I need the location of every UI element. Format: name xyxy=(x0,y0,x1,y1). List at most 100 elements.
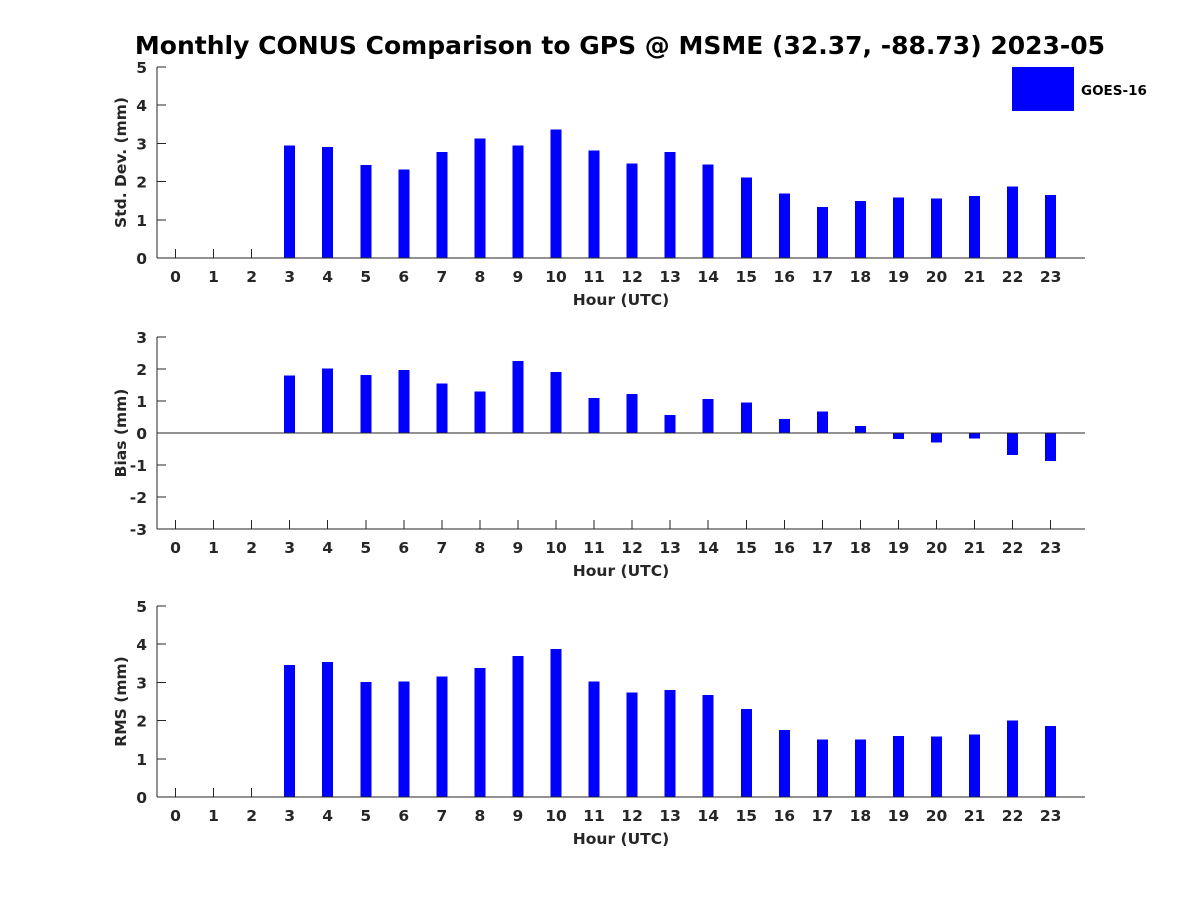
x-axis-label: Hour (UTC) xyxy=(573,830,669,848)
bar xyxy=(892,433,904,439)
legend-swatch xyxy=(1012,67,1074,111)
chart-panels: 0 1 2 3 4 5 6 7 8 9 10 11 12 13 14 15 16 17 18 19 20 21 22 2301… xyxy=(112,59,1085,848)
y-axis-label: Std. Dev. (mm) xyxy=(112,97,130,228)
bar xyxy=(398,369,410,433)
bar xyxy=(588,150,600,258)
x-tick-label: 16 xyxy=(774,268,796,286)
bar xyxy=(816,739,828,797)
bar xyxy=(969,196,981,258)
x-tick-label: 15 xyxy=(735,539,757,557)
chart-title: Monthly CONUS Comparison to GPS @ MSME (… xyxy=(135,31,1105,60)
x-tick-label: 8 xyxy=(475,807,486,825)
y-tick-label: 5 xyxy=(136,598,147,616)
bar xyxy=(892,735,904,797)
x-tick-label: 8 xyxy=(475,539,486,557)
x-tick-label: 2 xyxy=(246,539,257,557)
chart-panel-std-dev: 0 1 2 3 4 5 6 7 8 9 10 11 12 13 14 15 16 17 18 19 20 21 22 2301… xyxy=(112,59,1085,309)
x-tick-label: 21 xyxy=(964,268,986,286)
bar xyxy=(740,709,752,797)
bar xyxy=(284,375,296,433)
y-tick-label: 0 xyxy=(136,425,147,443)
x-tick-label: 12 xyxy=(621,807,643,825)
x-tick-label: 23 xyxy=(1040,807,1062,825)
x-tick-label: 10 xyxy=(545,807,567,825)
x-tick-label: 11 xyxy=(583,268,605,286)
y-tick-label: 1 xyxy=(136,751,147,769)
legend-label: GOES-16 xyxy=(1081,83,1147,99)
y-tick-label: 4 xyxy=(136,97,147,115)
legend: GOES-16 xyxy=(1012,67,1147,111)
y-tick-label: 3 xyxy=(136,329,147,347)
x-tick-label: 19 xyxy=(888,807,910,825)
bar xyxy=(702,398,714,433)
bar xyxy=(284,145,296,258)
bar xyxy=(322,661,334,797)
bar xyxy=(474,667,486,797)
x-tick-label: 3 xyxy=(284,539,295,557)
x-tick-label: 14 xyxy=(697,807,719,825)
x-tick-label: 11 xyxy=(583,807,605,825)
bar xyxy=(1007,433,1019,455)
bar xyxy=(1045,194,1057,258)
chart-panel-rms: 0 1 2 3 4 5 6 7 8 9 10 11 12 13 14 15 16 17 18 19 20 21 22 2301… xyxy=(112,598,1085,848)
y-tick-label: -1 xyxy=(130,457,147,475)
x-tick-label: 4 xyxy=(322,807,333,825)
x-tick-label: 6 xyxy=(398,539,409,557)
x-tick-label: 6 xyxy=(398,268,409,286)
x-tick-label: 7 xyxy=(436,807,447,825)
x-tick-label: 13 xyxy=(659,807,681,825)
x-tick-label: 16 xyxy=(774,539,796,557)
x-tick-label: 22 xyxy=(1002,268,1024,286)
x-tick-label: 0 xyxy=(170,807,181,825)
x-tick-label: 22 xyxy=(1002,807,1024,825)
y-tick-label: -3 xyxy=(130,521,147,539)
bar xyxy=(740,177,752,258)
x-tick-label: 18 xyxy=(850,268,872,286)
x-tick-label: 19 xyxy=(888,539,910,557)
y-tick-label: 4 xyxy=(136,636,147,654)
bar xyxy=(740,402,752,433)
bar xyxy=(512,656,524,797)
x-tick-label: 8 xyxy=(475,268,486,286)
x-tick-label: 14 xyxy=(697,539,719,557)
x-tick-label: 1 xyxy=(208,268,219,286)
bar xyxy=(969,433,981,439)
y-tick-label: 3 xyxy=(136,135,147,153)
x-tick-label: 2 xyxy=(246,807,257,825)
bar xyxy=(664,690,676,797)
y-tick-label: 0 xyxy=(136,789,147,807)
x-tick-label: 12 xyxy=(621,268,643,286)
x-tick-label: 21 xyxy=(964,807,986,825)
x-tick-label: 17 xyxy=(812,807,834,825)
bar xyxy=(892,197,904,258)
bar xyxy=(778,729,790,797)
x-tick-label: 0 xyxy=(170,268,181,286)
bar xyxy=(664,414,676,433)
x-tick-label: 18 xyxy=(850,539,872,557)
x-axis-label: Hour (UTC) xyxy=(573,291,669,309)
x-tick-label: 1 xyxy=(208,539,219,557)
bar xyxy=(931,198,942,258)
y-tick-label: 2 xyxy=(136,361,147,379)
bar xyxy=(436,676,448,797)
x-tick-label: 20 xyxy=(926,807,948,825)
bar xyxy=(1007,720,1019,797)
x-tick-label: 17 xyxy=(812,268,834,286)
bar xyxy=(931,433,942,443)
x-tick-label: 1 xyxy=(208,807,219,825)
bar xyxy=(778,193,790,258)
bar xyxy=(778,418,790,433)
bar xyxy=(854,739,866,797)
y-axis-label: Bias (mm) xyxy=(112,389,130,478)
bar xyxy=(398,169,410,258)
y-tick-label: 2 xyxy=(136,713,147,731)
bar xyxy=(550,129,562,258)
x-tick-label: 9 xyxy=(513,539,524,557)
bar xyxy=(474,391,486,433)
x-tick-label: 19 xyxy=(888,268,910,286)
x-tick-label: 4 xyxy=(322,268,333,286)
bar xyxy=(284,665,296,797)
x-tick-label: 15 xyxy=(735,807,757,825)
x-tick-label: 16 xyxy=(774,807,796,825)
x-tick-label: 2 xyxy=(246,268,257,286)
